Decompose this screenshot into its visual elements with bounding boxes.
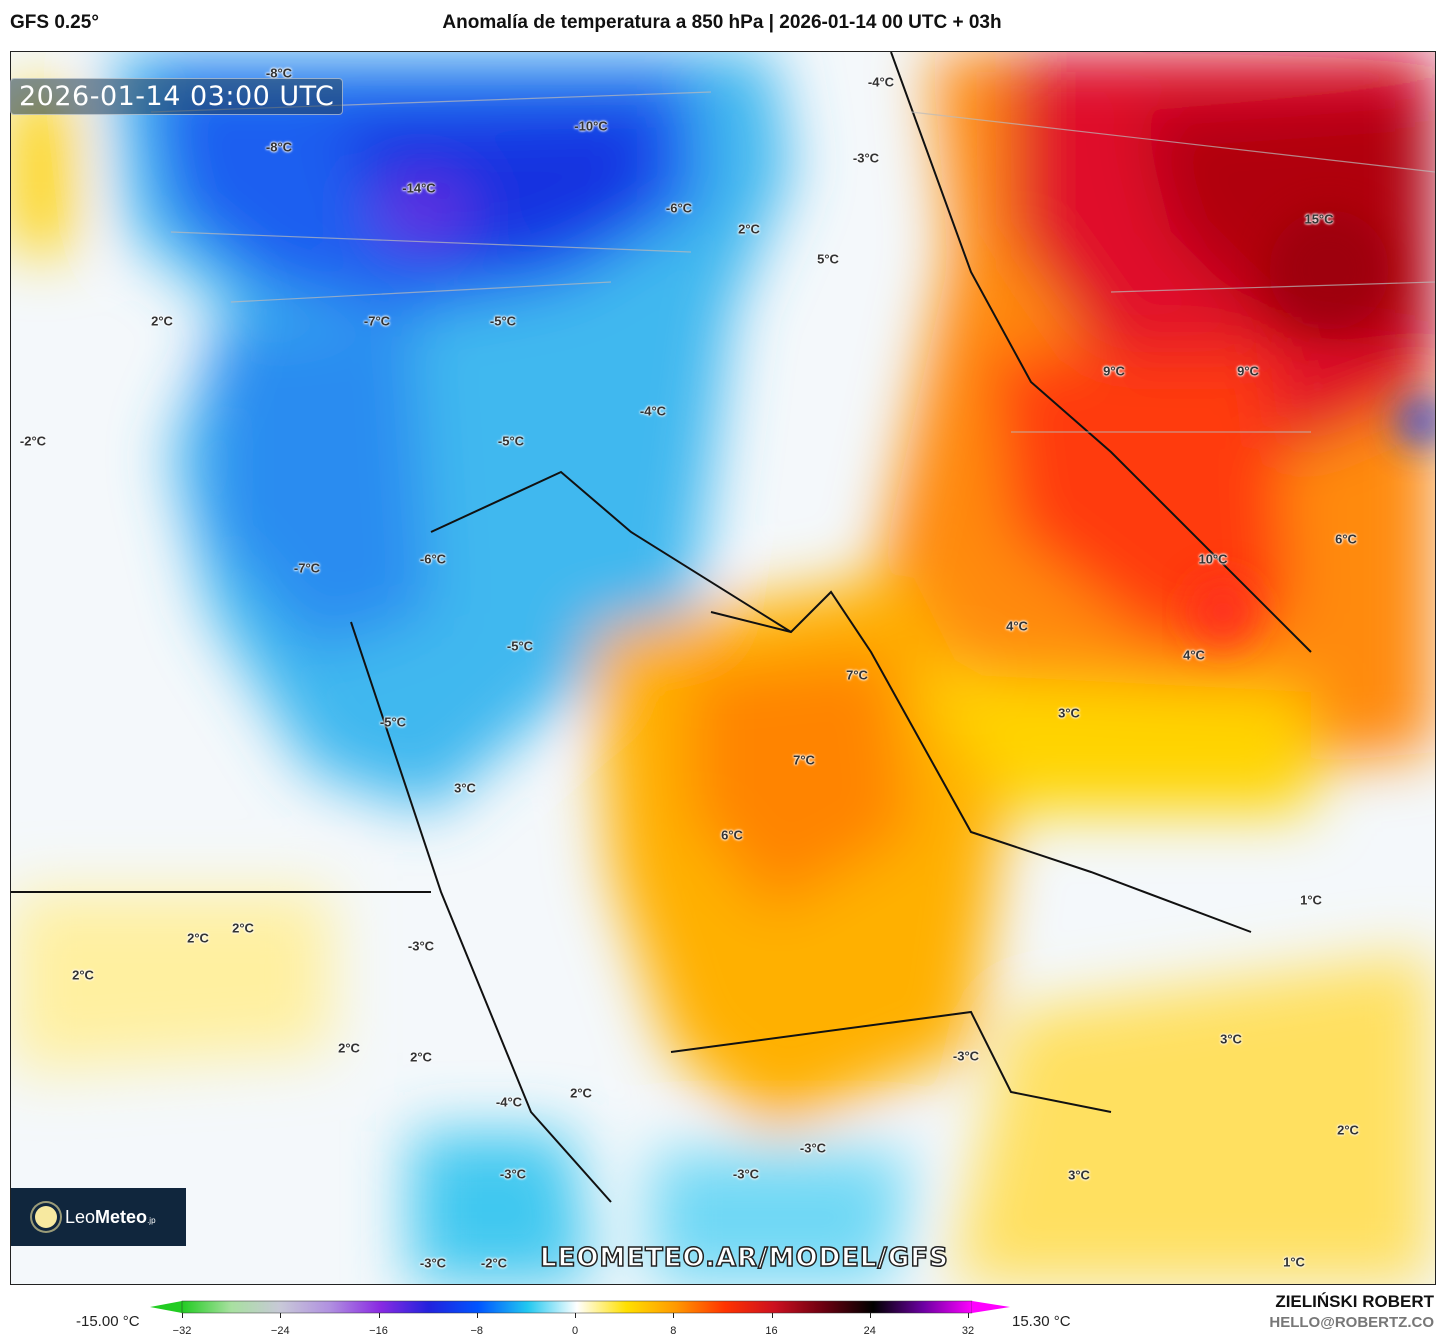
contour-label: 6°C <box>1335 531 1357 547</box>
contour-label: 5°C <box>817 251 839 267</box>
colorbar-tick-label: 32 <box>961 1325 975 1337</box>
contour-label: -3°C <box>799 1140 827 1156</box>
contour-label: 6°C <box>721 827 743 843</box>
contour-label: 10°C <box>1198 551 1228 567</box>
logo-text: LeoMeteo.jp <box>65 1206 156 1227</box>
contour-label: 3°C <box>454 780 476 796</box>
map-field <box>11 52 1435 1284</box>
contour-label: 2°C <box>338 1040 360 1056</box>
contour-label: 2°C <box>410 1049 432 1065</box>
colorbar-tickmark <box>771 1313 773 1318</box>
contour-label: -3°C <box>732 1166 760 1182</box>
contour-label: -14°C <box>402 180 436 196</box>
contour-label: -3°C <box>499 1166 527 1182</box>
contour-label: 2°C <box>570 1085 592 1101</box>
colorbar-tick-label: −16 <box>369 1325 388 1337</box>
contour-label: 2°C <box>151 313 173 329</box>
colorbar-max-label: 15.30 °C <box>1012 1313 1071 1330</box>
contour-label: 2°C <box>187 930 209 946</box>
contour-label: 2°C <box>738 221 760 237</box>
colorbar-tickmark <box>378 1313 380 1318</box>
contour-label: -2°C <box>19 433 47 449</box>
contour-label: 9°C <box>1103 363 1125 379</box>
colorbar-tickmark <box>673 1313 675 1318</box>
contour-label: -5°C <box>506 638 534 654</box>
watermark-url: LEOMETEO.AR/MODEL/GFS <box>539 1242 949 1274</box>
contour-label: -4°C <box>495 1094 523 1110</box>
contour-label: 2°C <box>72 967 94 983</box>
contour-label: 1°C <box>1300 892 1322 908</box>
contour-label: -8°C <box>265 65 293 81</box>
contour-label: 7°C <box>846 667 868 683</box>
contour-label: 1°C <box>1283 1254 1305 1270</box>
temperature-anomaly-map[interactable]: -8°C -8°C -10°C -14°C -6°C -4°C -3°C 2°C 5°C 15°C… <box>10 51 1436 1285</box>
contour-label: -5°C <box>379 714 407 730</box>
contour-label: -6°C <box>419 551 447 567</box>
contour-label: -3°C <box>419 1255 447 1271</box>
colorbar-tick-label: 8 <box>670 1325 677 1337</box>
contour-label: -3°C <box>407 938 435 954</box>
contour-label: -2°C <box>480 1255 508 1271</box>
sun-icon <box>35 1206 57 1228</box>
model-label: GFS 0.25° <box>10 12 99 33</box>
contour-label: -4°C <box>867 74 895 90</box>
colorbar <box>150 1300 1010 1314</box>
contour-label: 3°C <box>1058 705 1080 721</box>
contour-label: -7°C <box>363 313 391 329</box>
contour-label: -5°C <box>497 433 525 449</box>
author-email[interactable]: HELLO@ROBERTZ.CO <box>1269 1314 1434 1331</box>
contour-label: 15°C <box>1304 211 1334 227</box>
page-title: Anomalía de temperatura a 850 hPa | 2026… <box>442 12 1002 33</box>
colorbar-tick-label: −8 <box>470 1325 484 1337</box>
contour-label: -7°C <box>293 560 321 576</box>
leometeo-logo[interactable]: LeoMeteo.jp <box>11 1188 186 1246</box>
colorbar-min-label: -15.00 °C <box>76 1313 140 1330</box>
contour-label: -6°C <box>665 200 693 216</box>
colorbar-tick-label: 16 <box>765 1325 778 1337</box>
colorbar-tick-label: −32 <box>172 1325 192 1337</box>
colorbar-tick-label: −24 <box>270 1325 290 1337</box>
colorbar-tickmark <box>476 1313 478 1318</box>
colorbar-tickmark <box>182 1313 183 1318</box>
contour-label: -8°C <box>265 139 293 155</box>
colorbar-tickmark <box>968 1313 969 1318</box>
colorbar-tickmark <box>575 1313 576 1318</box>
colorbar-tickmark <box>869 1313 871 1318</box>
contour-label: -3°C <box>852 150 880 166</box>
contour-label: 3°C <box>1220 1031 1242 1047</box>
colorbar-tick-label: 24 <box>863 1325 876 1337</box>
colorbar-tick-label: 0 <box>571 1325 579 1337</box>
contour-label: 4°C <box>1006 618 1028 634</box>
contour-label: -10°C <box>574 118 608 134</box>
contour-label: 4°C <box>1183 647 1205 663</box>
contour-label: -5°C <box>489 313 517 329</box>
colorbar-tickmark <box>280 1313 282 1318</box>
author-name: ZIELIŃSKI ROBERT <box>1275 1292 1434 1311</box>
contour-label: 3°C <box>1068 1167 1090 1183</box>
valid-time-badge: 2026-01-14 03:00 UTC <box>10 78 344 115</box>
contour-label: 7°C <box>793 752 815 768</box>
contour-label: 2°C <box>232 920 254 936</box>
contour-label: 9°C <box>1237 363 1259 379</box>
contour-label: -4°C <box>639 403 667 419</box>
contour-label: -3°C <box>952 1048 980 1064</box>
contour-label: 2°C <box>1337 1122 1359 1138</box>
